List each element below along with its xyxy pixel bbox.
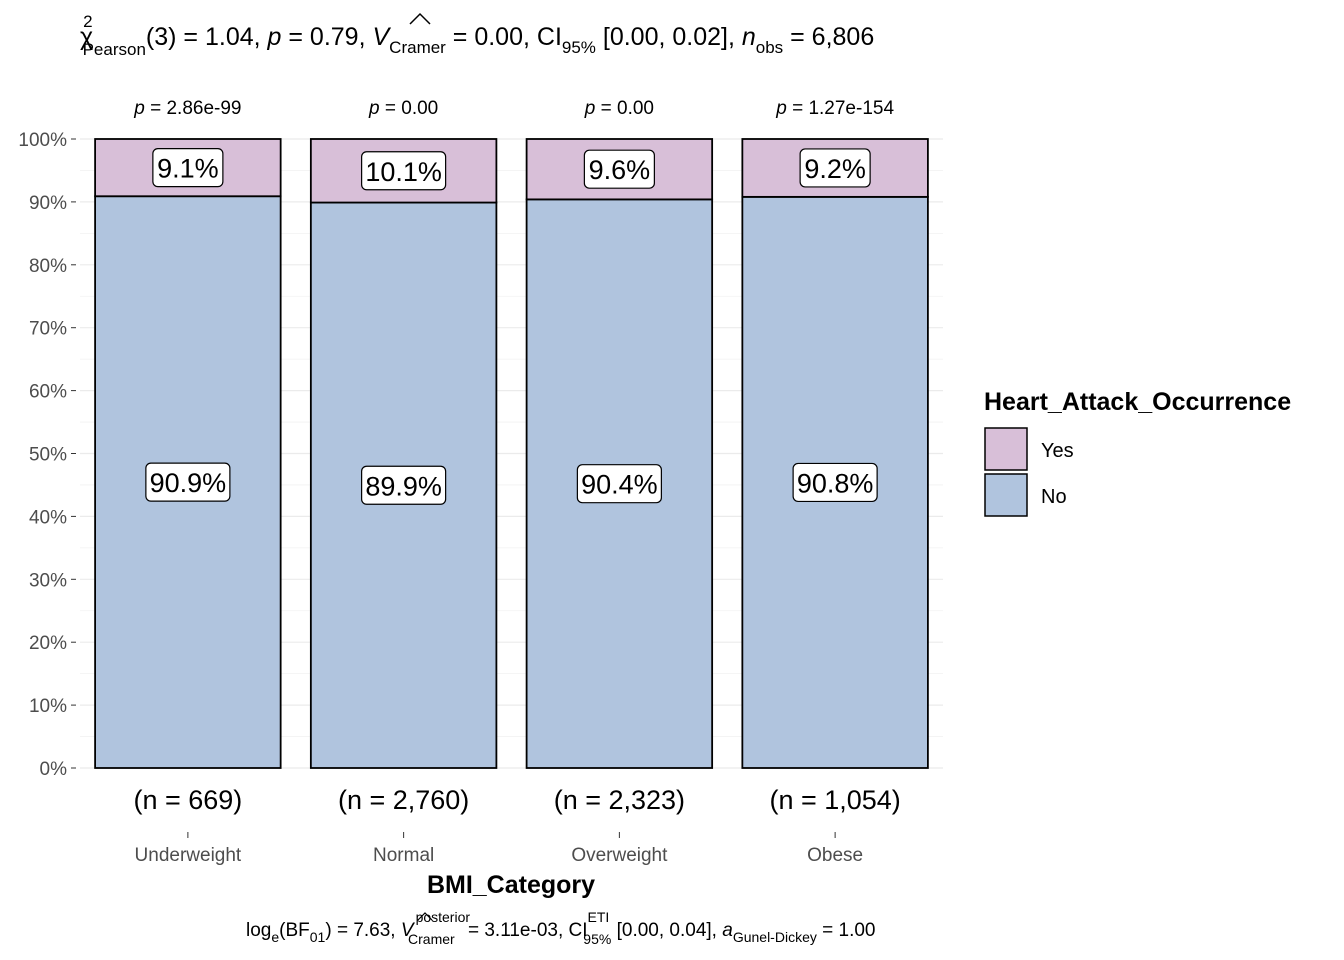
label-no-underweight: 90.9% <box>145 462 231 502</box>
y-tick-label: 90% <box>29 193 67 214</box>
label-yes-normal-box <box>361 151 447 191</box>
label-no-overweight: 90.4% <box>576 464 662 504</box>
y-tick-label: 80% <box>29 256 67 277</box>
p-label: p = 0.00 <box>584 98 654 119</box>
x-axis-title: BMI_Category <box>427 871 595 899</box>
count-label: (n = 2,323) <box>554 785 685 815</box>
legend-label-yes: Yes <box>1041 440 1074 462</box>
count-labels: (n = 669) (n = 2,760) (n = 2,323) (n = 1,05… <box>133 785 900 815</box>
chart-subtitle: loge(BF01) = 7.63, Vposterior Cramer = 3.… <box>246 909 876 947</box>
label-no-normal-text: 89.9% <box>365 471 442 501</box>
label-no-normal-box <box>361 465 447 505</box>
label-yes-underweight-text: 9.1% <box>157 154 219 184</box>
label-yes-normal: 10.1% <box>361 151 447 191</box>
label-yes-obese-box <box>799 148 871 188</box>
label-yes-overweight-box <box>583 149 655 189</box>
label-yes-normal-text: 10.1% <box>365 157 442 187</box>
x-tick-label: Overweight <box>571 845 668 866</box>
label-yes-overweight-text: 9.6% <box>589 155 651 185</box>
y-tick-label: 0% <box>40 759 68 780</box>
bars: 90.9% 9.1% 89.9% 10.1% 90.4% 9.6% 90.8% 9.2% <box>94 138 929 769</box>
p-value-labels: p = 2.86e-99 p = 0.00 p = 0.00 p = 1.27e-15… <box>133 98 894 119</box>
label-yes-underweight: 9.1% <box>152 148 224 188</box>
y-axis: 0% 10% 20% 30% 40% 50% 60% 70% 80% 90% 100% <box>18 130 76 780</box>
y-tick-label: 60% <box>29 382 67 403</box>
y-tick-label: 70% <box>29 319 67 340</box>
chart-title: χ2 Pearson(3) = 1.04, p = 0.79, VCramer =… <box>80 12 874 59</box>
count-label: (n = 2,760) <box>338 785 469 815</box>
label-no-underweight-box <box>145 462 231 502</box>
count-label: (n = 1,054) <box>769 785 900 815</box>
label-no-underweight-text: 90.9% <box>150 468 227 498</box>
label-yes-overweight: 9.6% <box>583 149 655 189</box>
x-tick-label: Normal <box>373 845 434 866</box>
label-no-overweight-text: 90.4% <box>581 470 658 500</box>
title-hat-mark <box>409 12 431 25</box>
y-tick-label: 100% <box>18 130 67 151</box>
p-label: p = 0.00 <box>368 98 438 119</box>
y-tick-label: 10% <box>29 696 67 717</box>
x-tick-label: Underweight <box>135 845 242 866</box>
p-label: p = 2.86e-99 <box>133 98 241 119</box>
legend-label-no: No <box>1041 486 1067 508</box>
y-tick-label: 30% <box>29 570 67 591</box>
label-yes-underweight-box <box>152 148 224 188</box>
p-label: p = 1.27e-154 <box>775 98 894 119</box>
label-no-obese-text: 90.8% <box>797 468 874 498</box>
label-yes-obese-text: 9.2% <box>804 154 866 184</box>
label-no-obese: 90.8% <box>792 462 878 503</box>
legend-title: Heart_Attack_Occurrence <box>984 388 1291 416</box>
y-tick-label: 50% <box>29 445 67 466</box>
label-no-obese-box <box>792 462 878 503</box>
label-no-normal: 89.9% <box>361 465 447 505</box>
y-tick-label: 40% <box>29 507 67 528</box>
legend-swatch-yes <box>984 427 1028 471</box>
subtitle-hat-mark <box>417 912 433 921</box>
x-axis: Underweight Normal Overweight Obese <box>135 832 863 866</box>
count-label: (n = 669) <box>133 785 242 815</box>
x-tick-label: Obese <box>807 845 863 866</box>
legend-swatch-no <box>984 473 1028 517</box>
legend: Heart_Attack_Occurrence Yes No <box>984 388 1291 517</box>
y-tick-label: 20% <box>29 633 67 654</box>
label-no-overweight-box <box>576 464 662 504</box>
label-yes-obese: 9.2% <box>799 148 871 188</box>
